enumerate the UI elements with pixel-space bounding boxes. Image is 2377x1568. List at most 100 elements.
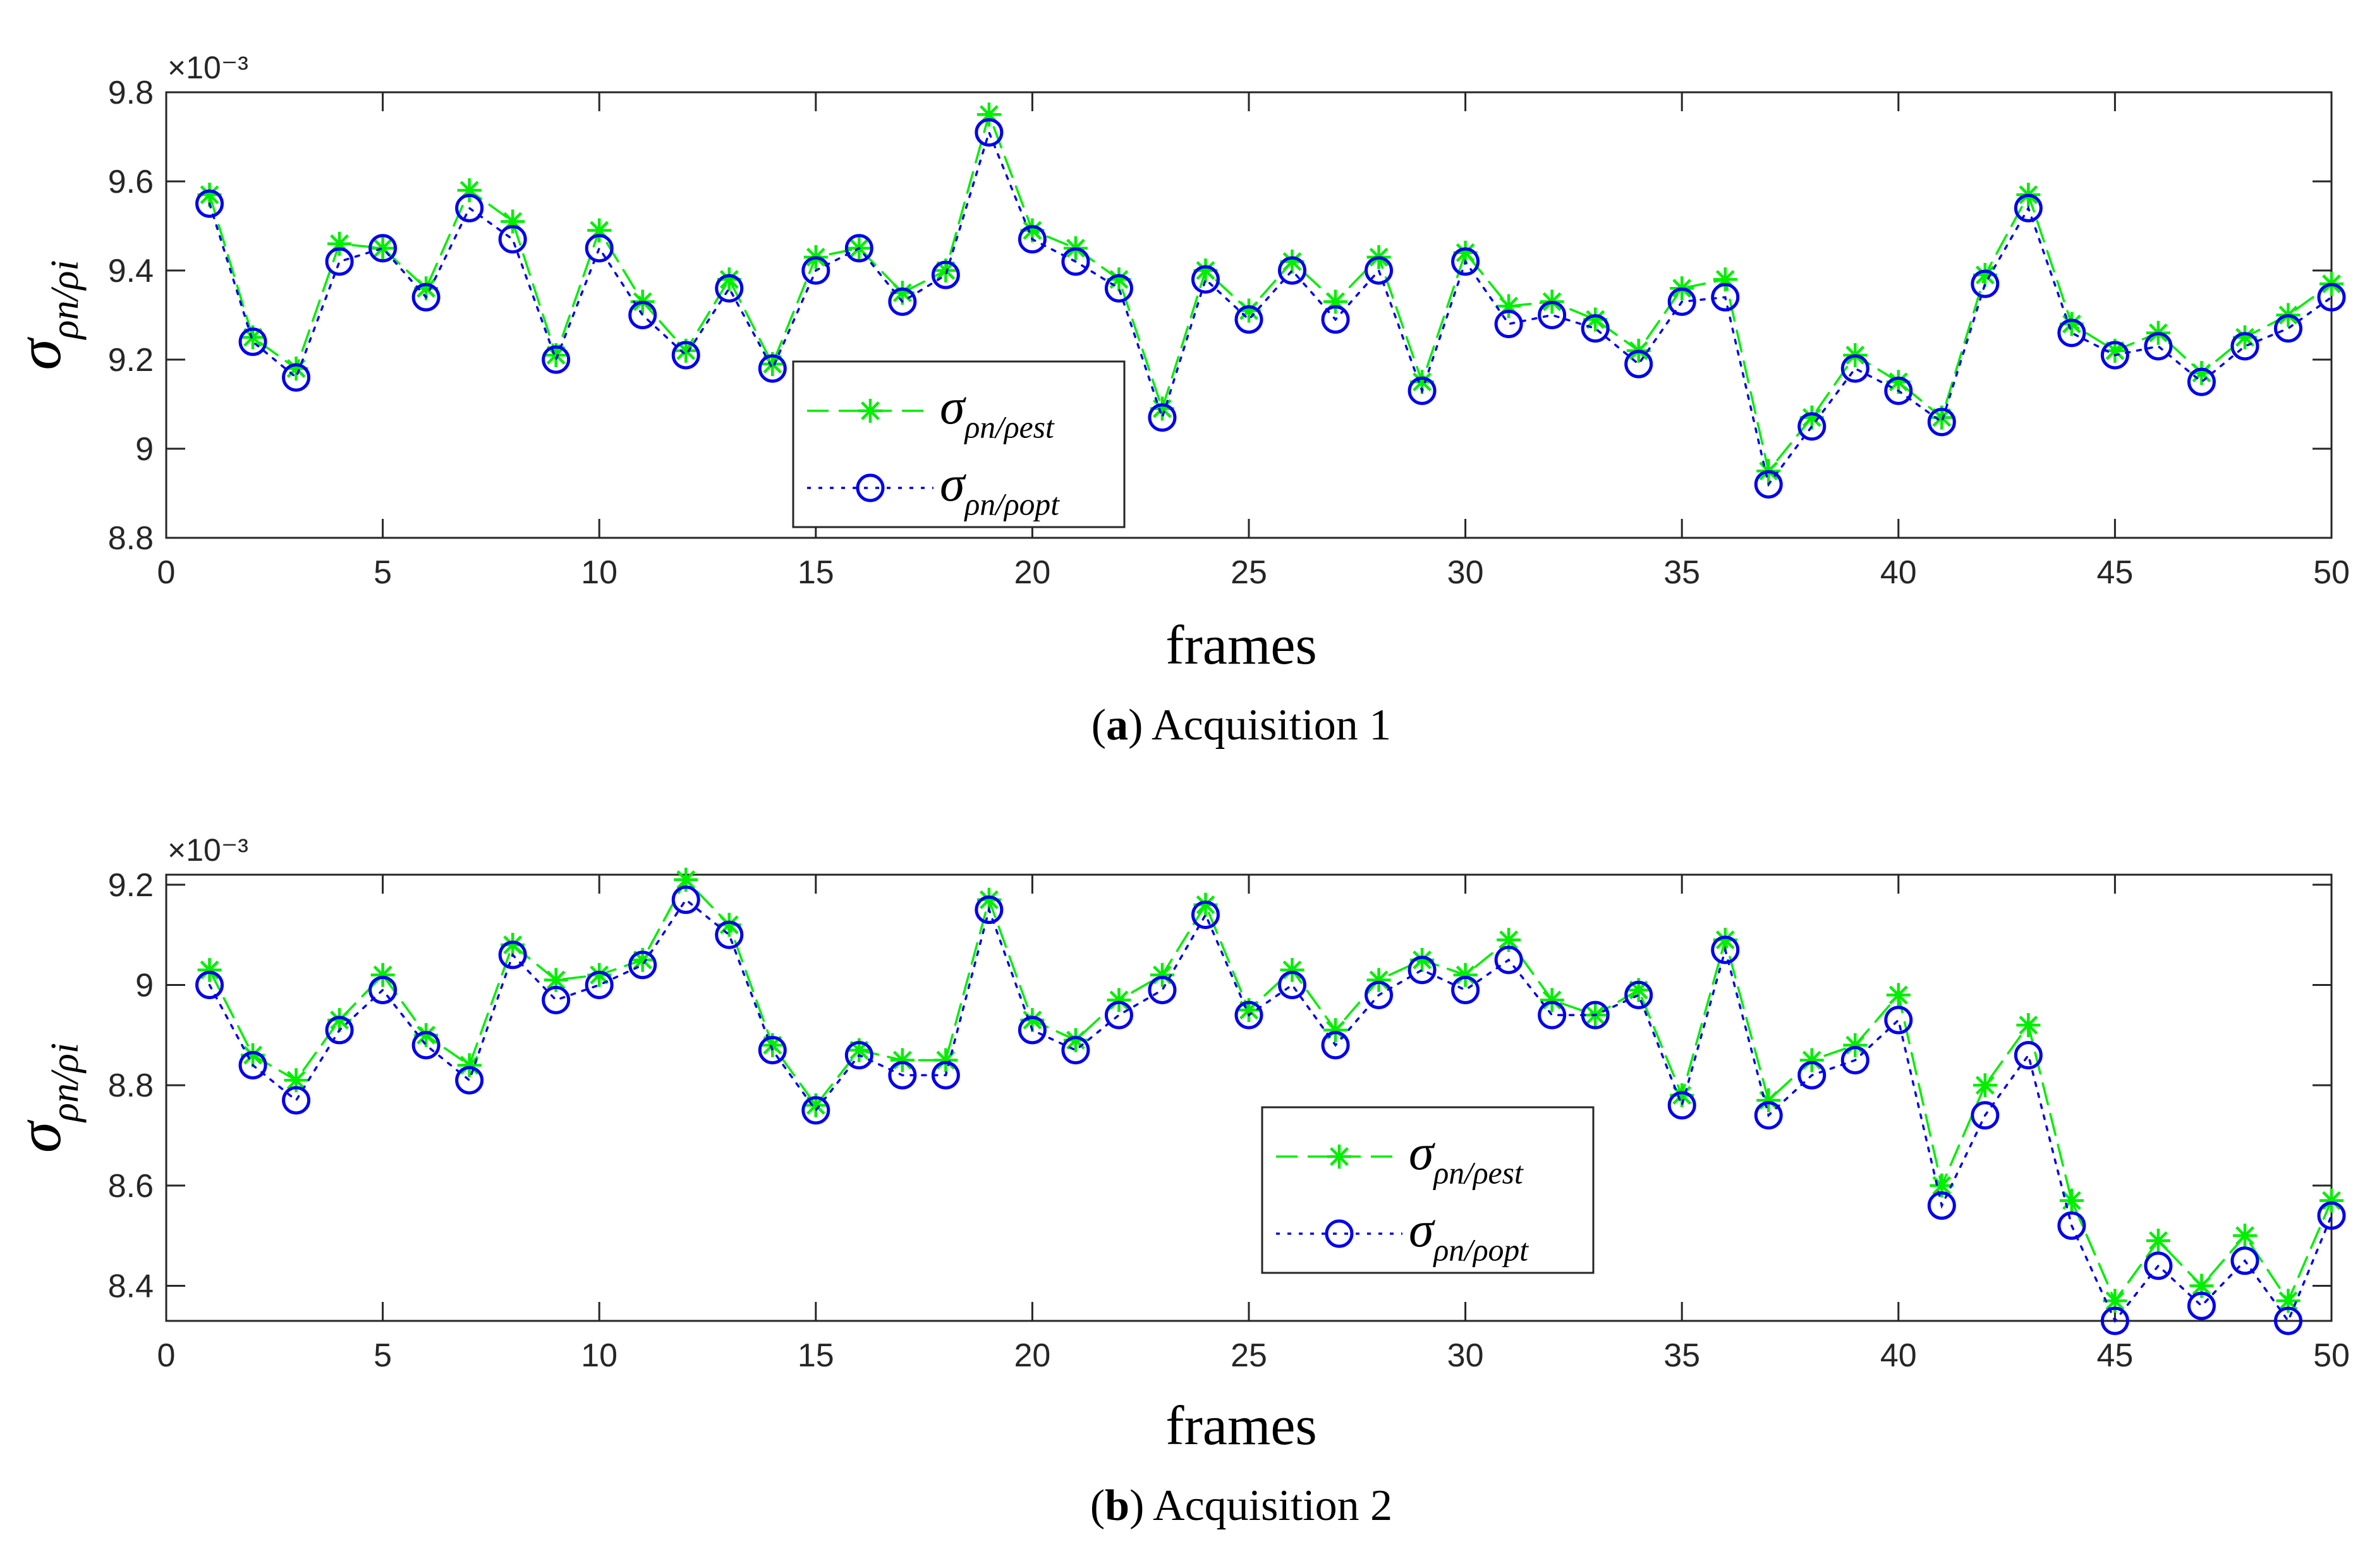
y-tick-label: 9	[135, 968, 154, 1004]
x-tick-label: 10	[581, 1337, 617, 1374]
legend-label-opt-base: σ	[1409, 1202, 1435, 1258]
data-point-opt	[498, 225, 527, 254]
data-point-est	[1973, 1073, 1997, 1098]
series-opt	[195, 885, 2346, 1335]
data-point-est	[1453, 963, 1478, 987]
asterisk-stroke	[1456, 243, 1475, 262]
asterisk-stroke	[1196, 895, 1215, 915]
asterisk-stroke	[676, 870, 696, 889]
asterisk-stroke	[1413, 950, 1432, 969]
data-point-opt	[455, 193, 484, 222]
data-point-opt	[2230, 332, 2259, 361]
y-axis-label-sub: ρn/ρi	[44, 1043, 87, 1123]
asterisk-stroke	[1888, 985, 1908, 1005]
data-point-opt	[542, 345, 571, 374]
series-opt	[195, 118, 2346, 499]
data-point-opt	[758, 354, 787, 383]
data-point-opt	[238, 1050, 267, 1079]
data-point-opt	[715, 920, 744, 949]
data-point-opt	[1667, 1091, 1696, 1120]
asterisk-stroke	[1239, 301, 1258, 320]
y-tick-label: 9	[135, 431, 154, 468]
asterisk-stroke	[1759, 1091, 1778, 1110]
data-point-opt	[1104, 274, 1133, 303]
asterisk-stroke	[2235, 1226, 2254, 1246]
data-point-opt	[715, 274, 744, 303]
caption: (a) Acquisition 1	[1091, 701, 1391, 750]
x-tick-label: 0	[157, 554, 176, 591]
x-tick-label: 25	[1231, 554, 1267, 591]
data-point-opt	[975, 896, 1004, 925]
data-point-opt	[844, 1041, 873, 1070]
data-point-opt	[1624, 980, 1653, 1009]
asterisk-stroke	[1153, 965, 1172, 985]
x-tick-label: 50	[2313, 554, 2350, 591]
data-point-opt	[1018, 225, 1047, 254]
data-point-opt	[1667, 287, 1696, 316]
data-point-opt	[282, 1086, 311, 1115]
data-point-est	[370, 963, 395, 987]
data-point-opt	[628, 301, 657, 329]
legend-label-est-sub: ρn/ρest	[963, 410, 1054, 444]
asterisk-stroke	[1330, 1147, 1349, 1166]
data-point-opt	[2057, 319, 2086, 348]
y-tick-label: 9.2	[108, 867, 154, 904]
asterisk-stroke	[1975, 265, 1995, 284]
x-axis-label: frames	[1165, 1395, 1316, 1457]
data-point-opt	[1191, 265, 1220, 294]
data-point-opt	[2014, 193, 2043, 222]
legend-label-est: σρn/ρest	[940, 379, 1055, 444]
x-tick-label: 10	[581, 554, 617, 591]
asterisk-stroke	[373, 238, 392, 258]
data-point-opt	[628, 951, 657, 980]
data-point-est	[1930, 1173, 1954, 1198]
caption-text: ) Acquisition 2	[1129, 1481, 1392, 1530]
asterisk-stroke	[503, 935, 523, 954]
data-point-opt	[888, 1061, 917, 1090]
data-point-opt	[2100, 1306, 2129, 1335]
data-point-opt	[1321, 1031, 1350, 1060]
asterisk-stroke	[2322, 1191, 2341, 1210]
y-axis-label-group: σρn/ρi	[4, 260, 87, 370]
asterisk-stroke	[1845, 1035, 1865, 1055]
x-tick-label: 30	[1447, 1337, 1484, 1374]
legend-marker-est	[858, 399, 882, 423]
legend-label-est-sub: ρn/ρest	[1432, 1155, 1523, 1190]
x-axis-label: frames	[1165, 615, 1316, 676]
data-point-opt	[585, 234, 614, 263]
data-point-opt	[2273, 1306, 2302, 1335]
data-point-opt	[1754, 470, 1783, 499]
data-point-opt	[1148, 975, 1177, 1004]
legend-label-opt: σρn/ρopt	[940, 456, 1060, 521]
y-tick-label: 8.6	[108, 1168, 154, 1205]
x-tick-label: 20	[1014, 554, 1050, 591]
data-point-opt	[411, 283, 441, 312]
data-point-est	[1497, 928, 1521, 952]
data-point-opt	[542, 985, 571, 1014]
data-point-opt	[1581, 1000, 1610, 1030]
data-point-opt	[195, 189, 224, 218]
x-tick-label: 35	[1663, 554, 1700, 591]
data-point-opt	[1971, 269, 2000, 298]
data-point-opt	[1797, 1061, 1827, 1090]
x-tick-label: 50	[2313, 1337, 2350, 1374]
y-tick-label: 9.8	[108, 75, 154, 111]
data-point-opt	[844, 234, 873, 263]
asterisk-stroke	[286, 1071, 306, 1090]
asterisk-stroke	[416, 1025, 436, 1045]
legend-label-est: σρn/ρest	[1409, 1125, 1524, 1190]
asterisk-stroke	[1499, 930, 1519, 950]
data-point-opt	[1538, 1000, 1567, 1030]
data-point-opt	[325, 1016, 354, 1045]
data-point-opt	[1927, 408, 1956, 437]
data-point-opt	[1581, 314, 1610, 343]
data-point-opt	[1840, 354, 1869, 383]
x-tick-label: 20	[1014, 1337, 1050, 1374]
asterisk-stroke	[1023, 1011, 1042, 1030]
data-point-opt	[2317, 1201, 2346, 1230]
asterisk-stroke	[979, 890, 999, 909]
data-point-opt	[1365, 980, 1394, 1009]
caption: (b) Acquisition 2	[1090, 1481, 1392, 1530]
legend-label-opt-sub: ρn/ρopt	[1432, 1232, 1529, 1267]
data-point-est	[1107, 988, 1131, 1012]
